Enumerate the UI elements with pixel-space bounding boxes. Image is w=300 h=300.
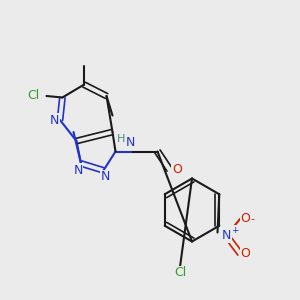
Text: -: - <box>250 214 255 224</box>
Text: H: H <box>117 134 125 145</box>
Text: N: N <box>126 136 135 149</box>
Text: Cl: Cl <box>28 89 40 103</box>
Text: N: N <box>100 170 110 184</box>
Text: N: N <box>50 113 59 127</box>
Text: O: O <box>241 247 250 260</box>
Text: +: + <box>231 226 239 235</box>
Text: N: N <box>222 229 231 242</box>
Text: O: O <box>172 163 182 176</box>
Text: N: N <box>73 164 83 177</box>
Text: Cl: Cl <box>174 266 186 280</box>
Text: O: O <box>241 212 250 226</box>
